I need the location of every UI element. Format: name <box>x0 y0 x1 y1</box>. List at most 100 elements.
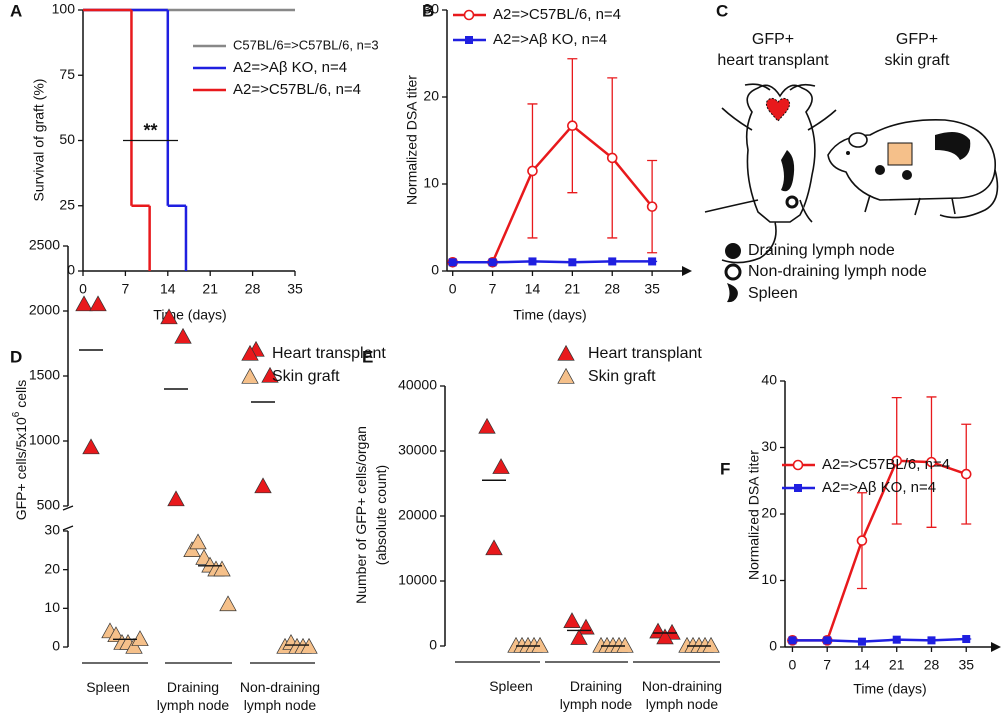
y-axis-label-part: GFP+ cells/5x10 <box>13 417 29 520</box>
y-tick-label: 2500 <box>29 237 60 253</box>
point <box>488 258 497 267</box>
point <box>213 560 231 577</box>
spleen-icon <box>935 131 971 160</box>
y-axis-label: Survival of graft (%) <box>31 79 47 202</box>
point <box>254 477 272 494</box>
lymph-node-filled <box>875 165 885 175</box>
y-tick-label: 0 <box>67 262 75 278</box>
point <box>531 636 549 653</box>
y-tick-label: 30 <box>44 522 60 538</box>
legend-marker <box>241 367 259 384</box>
point <box>219 595 237 612</box>
legend-label: Skin graft <box>588 368 656 385</box>
legend-symbol <box>727 283 738 303</box>
legend-label: Spleen <box>748 285 798 302</box>
y-tick-label: 0 <box>429 637 437 653</box>
y-tick-label: 2000 <box>29 302 60 318</box>
point <box>927 636 936 645</box>
legend-symbol <box>724 263 742 281</box>
point <box>189 533 207 550</box>
mouse-side <box>827 118 999 219</box>
eye <box>846 151 850 155</box>
point <box>648 257 657 266</box>
heart-graft <box>765 97 791 122</box>
y-tick-label: 500 <box>37 497 61 513</box>
legend-label: Draining lymph node <box>748 242 895 259</box>
y-tick-label: 1500 <box>29 367 60 383</box>
point <box>131 630 149 646</box>
x-axis-arrow <box>682 266 692 276</box>
point <box>527 165 538 177</box>
legend-label: Heart transplant <box>588 345 702 362</box>
annotation: ** <box>143 120 157 140</box>
y-tick-label: 10 <box>423 175 439 191</box>
point <box>926 456 937 468</box>
point <box>492 458 510 474</box>
y-tick-label: 30 <box>761 438 777 454</box>
point <box>82 438 100 455</box>
y-tick-label: 10 <box>44 599 60 615</box>
spleen-icon <box>781 150 795 192</box>
x-tick-label: 7 <box>489 281 497 297</box>
point <box>160 308 178 325</box>
graft-title: GFP+ <box>752 31 794 48</box>
y-axis-label: Normalized DSA titer <box>404 75 420 205</box>
x-axis-label: Time (days) <box>853 681 926 697</box>
x-axis-label: Time (days) <box>513 307 586 323</box>
x-tick-label: Draining lymph node <box>157 679 230 713</box>
point <box>75 295 93 312</box>
legend-label: A2=>Aβ KO, n=4 <box>233 59 347 76</box>
y-tick-label: 30000 <box>398 442 437 458</box>
y-tick-label: 100 <box>52 1 76 17</box>
point <box>568 258 577 267</box>
y-tick-label: 10000 <box>398 572 437 588</box>
x-tick-label: 14 <box>525 281 541 297</box>
y-tick-label: 1000 <box>29 432 60 448</box>
x-tick-label: 0 <box>789 657 797 673</box>
legend-label: Heart transplant <box>272 345 386 362</box>
axis-break <box>62 505 74 531</box>
point <box>646 201 658 212</box>
point <box>823 636 832 645</box>
x-tick-label: 7 <box>823 657 831 673</box>
point <box>857 637 866 646</box>
x-tick-label: Non-draining lymph node <box>240 679 320 713</box>
series-line <box>792 637 967 643</box>
x-tick-label: 0 <box>449 281 457 297</box>
legend-marker <box>465 36 473 44</box>
y-axis-label-part: (absolute count) <box>373 465 389 565</box>
legend-label: A2=>C57BL/6, n=4 <box>493 6 621 23</box>
y-tick-label: 20 <box>423 88 439 104</box>
point <box>570 629 588 645</box>
point <box>528 257 537 266</box>
legend-label: Skin graft <box>272 368 340 385</box>
point <box>567 120 578 132</box>
x-tick-label: 28 <box>245 281 261 297</box>
y-tick-label: 10 <box>761 571 777 587</box>
panel-letter: A <box>10 1 22 20</box>
panel-letter: D <box>10 347 22 366</box>
legend-label: A2=>Aβ KO, n=4 <box>822 479 936 496</box>
x-tick-label: 21 <box>889 657 905 673</box>
point <box>892 635 901 644</box>
legend-label: C57BL/6=>C57BL/6, n=3 <box>233 37 379 52</box>
series-line <box>452 123 654 264</box>
legend-label: A2=>C57BL/6, n=4 <box>233 81 361 98</box>
point <box>656 628 674 645</box>
point <box>702 636 720 653</box>
x-tick-label: 7 <box>122 281 130 297</box>
y-axis-label-part: 6 <box>11 411 22 417</box>
mouse-supine <box>704 83 837 264</box>
x-tick-label: 21 <box>565 281 581 297</box>
x-tick-label: 35 <box>958 657 974 673</box>
y-axis-label: Normalized DSA titer <box>746 450 762 580</box>
y-tick-label: 0 <box>52 638 60 654</box>
y-tick-label: 20 <box>44 560 60 576</box>
point <box>606 152 618 164</box>
point <box>125 637 143 654</box>
point <box>167 490 185 507</box>
lymph-node-filled <box>902 170 912 180</box>
x-tick-label: Spleen <box>489 678 533 694</box>
point <box>485 539 503 556</box>
